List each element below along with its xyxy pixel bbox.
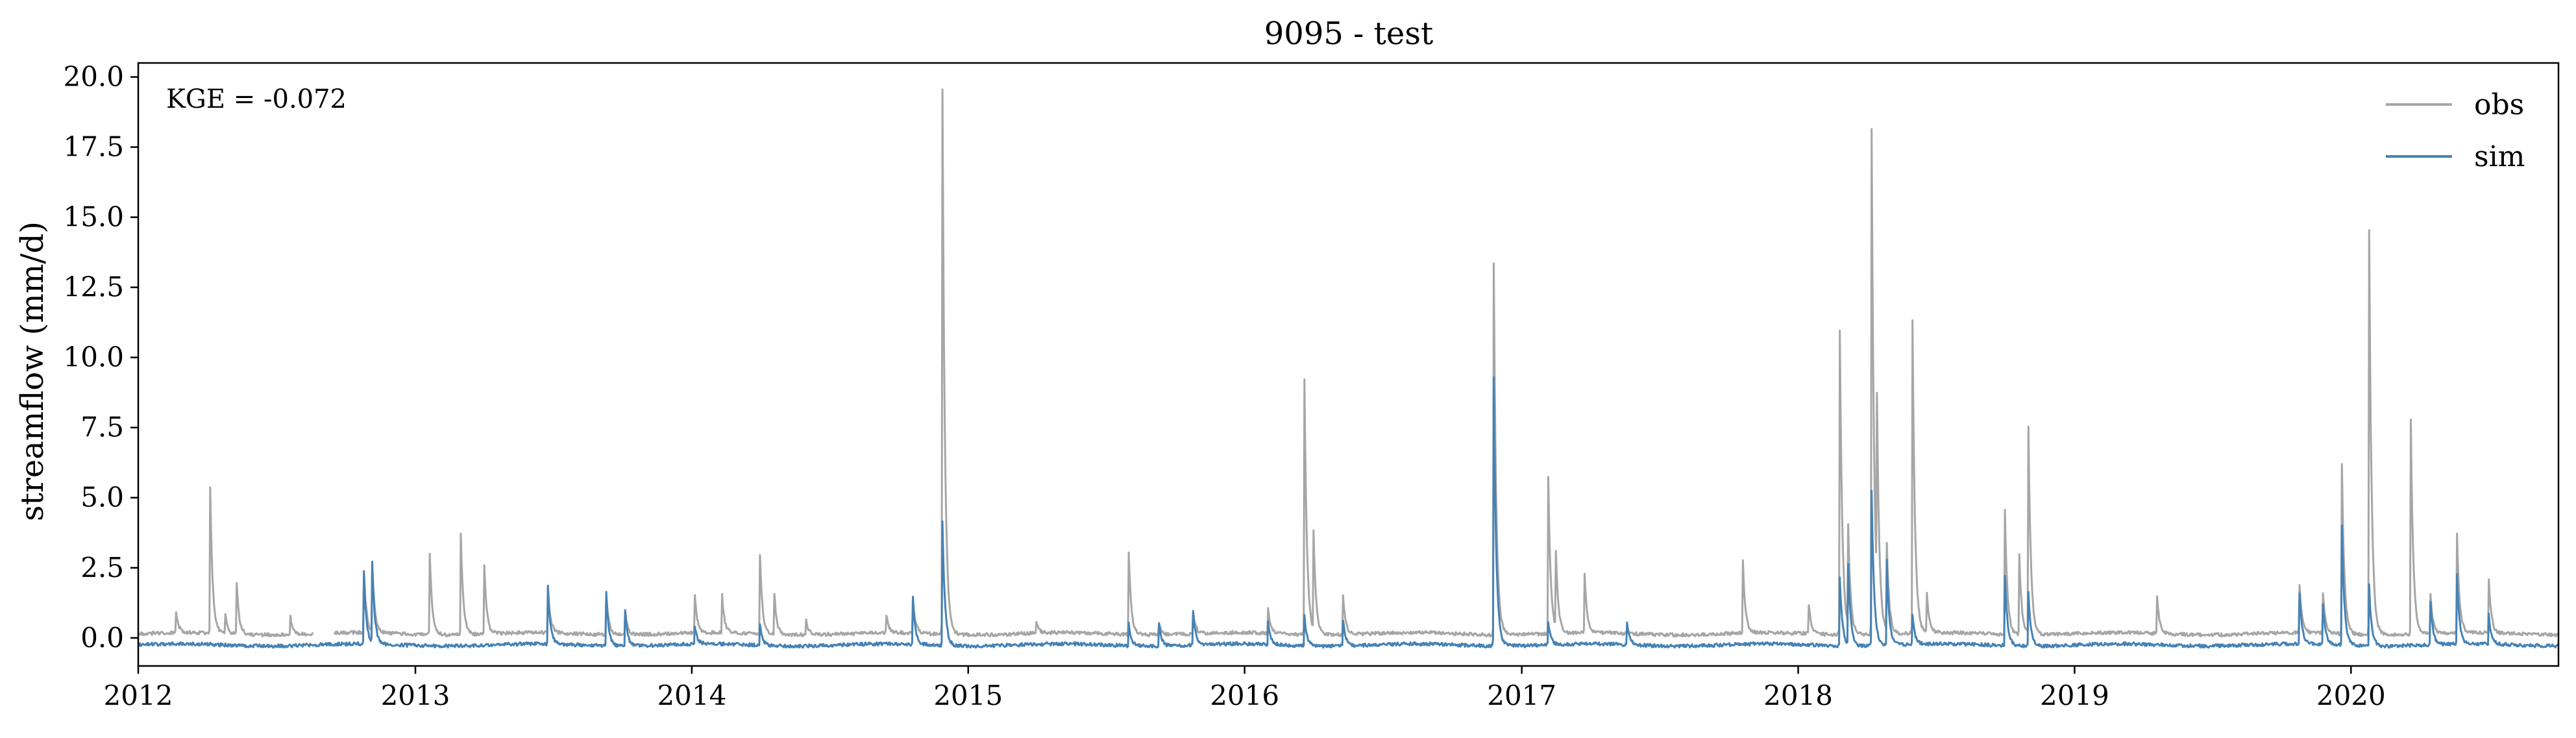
x-axis: 2012 2013 2014 2015 2016 2017 2018 2019 2020 (104, 666, 2386, 711)
y-tick-label: 10.0 (63, 341, 124, 373)
kge-annotation: KGE = -0.072 (166, 84, 347, 114)
legend-sim-label: sim (2474, 140, 2525, 173)
x-tick-label: 2012 (104, 680, 173, 711)
y-tick-label: 20.0 (63, 61, 124, 93)
plot-area (138, 88, 2558, 649)
y-tick-label: 0.0 (80, 622, 124, 654)
chart-title: 9095 - test (1264, 16, 1434, 52)
legend-obs-label: obs (2474, 88, 2524, 121)
x-tick-label: 2015 (933, 680, 1003, 711)
x-tick-label: 2016 (1210, 680, 1279, 711)
y-tick-label: 5.0 (80, 482, 124, 513)
y-tick-label: 12.5 (63, 271, 124, 303)
x-tick-label: 2017 (1487, 680, 1556, 711)
x-tick-label: 2020 (2316, 680, 2386, 711)
legend: obs sim (2386, 88, 2525, 173)
y-tick-label: 15.0 (63, 201, 124, 233)
series-line-sim (138, 376, 2558, 649)
x-tick-label: 2013 (381, 680, 450, 711)
y-tick-label: 2.5 (80, 552, 124, 584)
x-tick-label: 2019 (2040, 680, 2109, 711)
series-line-obs (138, 88, 2558, 638)
x-tick-label: 2014 (657, 680, 726, 711)
y-tick-label: 7.5 (80, 412, 124, 443)
plot-frame (137, 62, 2560, 667)
y-axis-label: streamflow (mm/d) (14, 221, 51, 521)
y-axis: 0.0 2.5 5.0 7.5 10.0 12.5 15.0 17.5 20.0 (63, 61, 138, 654)
y-tick-label: 17.5 (63, 131, 124, 163)
x-tick-label: 2018 (1763, 680, 1833, 711)
